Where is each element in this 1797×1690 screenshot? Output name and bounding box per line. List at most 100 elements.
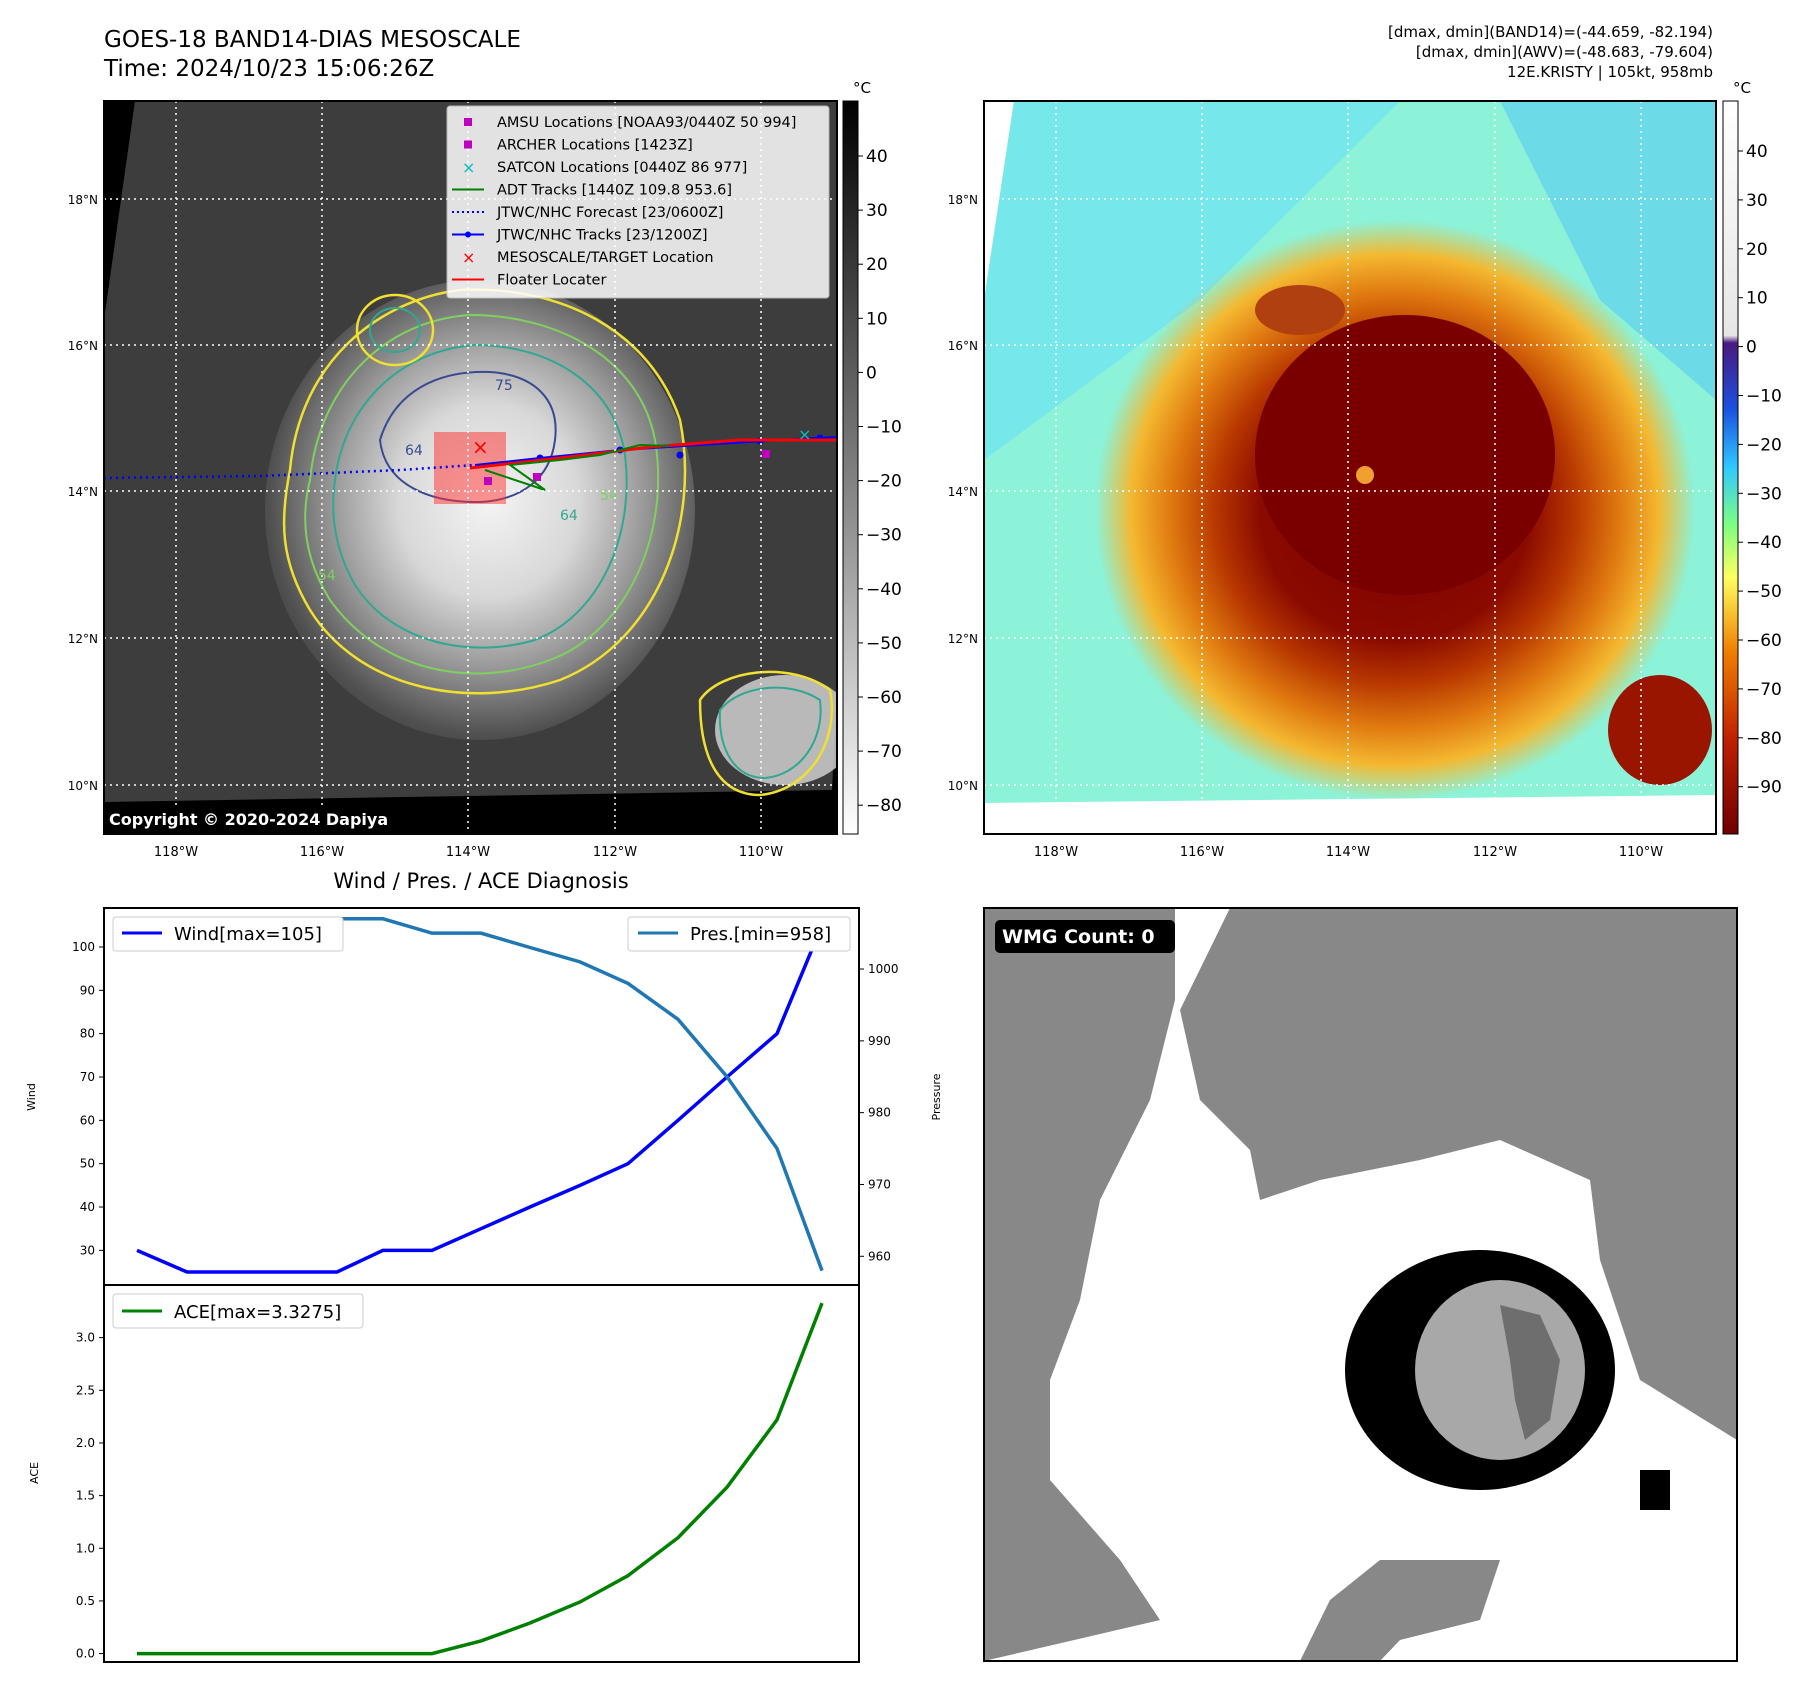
ace-tick-label: 0.5	[76, 1594, 95, 1608]
wind-tick-label: 70	[80, 1070, 95, 1084]
pressure-legend-text: Pres.[min=958]	[690, 924, 831, 945]
contour-label: 54	[600, 488, 618, 504]
ir-colorbar	[842, 100, 859, 835]
pressure-tick-label: 990	[868, 1034, 891, 1048]
latitude-label: 12°N	[948, 632, 978, 646]
colorbar-tick-label: −30	[866, 526, 902, 546]
floater-locater-track	[469, 438, 837, 470]
wind-axis-label: Wind	[25, 1083, 38, 1111]
awv-gridlines	[984, 101, 1716, 834]
legend-label: Floater Locater	[497, 273, 606, 289]
info-line-2: [dmax, dmin](AWV)=(-48.683, -79.604)	[1415, 43, 1713, 61]
pressure-tick-label: 970	[868, 1177, 891, 1191]
colorbar-tick-label: 20	[1746, 240, 1768, 260]
colorbar-tick-label: 10	[1746, 289, 1768, 309]
pressure-tick-label: 980	[868, 1106, 891, 1120]
colorbar-tick-label: −70	[1746, 680, 1782, 700]
ace-tick-label: 1.0	[76, 1541, 95, 1555]
colorbar-tick-label: 0	[1746, 338, 1757, 358]
colorbar-tick-label: 30	[866, 201, 888, 221]
awv-map-panel	[984, 101, 1716, 834]
ace-tick-label: 2.0	[76, 1436, 95, 1450]
wmg-count-badge	[995, 920, 1175, 953]
wind-tick-label: 60	[80, 1113, 95, 1127]
pressure-legend: Pres.[min=958]	[627, 916, 851, 952]
longitude-label: 114°W	[446, 845, 490, 860]
ace-tick-label: 2.5	[76, 1383, 95, 1397]
longitude-label: 110°W	[1619, 845, 1663, 860]
contour-label: 54	[318, 568, 336, 584]
legend-label: SATCON Locations [0440Z 86 977]	[497, 160, 747, 176]
wind-tick-label: 80	[80, 1027, 95, 1041]
colorbar-tick-label: −90	[1746, 778, 1782, 798]
latitude-label: 14°N	[68, 485, 98, 499]
colorbar-tick-label: −10	[1746, 387, 1782, 407]
wmg-panel	[984, 908, 1737, 1661]
longitude-label: 112°W	[1473, 845, 1517, 860]
pressure-tick-label: 960	[868, 1249, 891, 1263]
legend-label: MESOSCALE/TARGET Location	[497, 250, 714, 266]
wind-series-line	[136, 924, 824, 1274]
contour-label: 75	[495, 378, 513, 394]
contour-label: 64	[560, 508, 578, 524]
colorbar-tick-label: −40	[866, 580, 902, 600]
colorbar-tick-label: −40	[1746, 533, 1782, 553]
colorbar-tick-label: −70	[866, 742, 902, 762]
adt-track	[484, 443, 671, 491]
wind-legend: Wind[max=105]	[112, 916, 344, 952]
colorbar-tick-label: −30	[1746, 484, 1782, 504]
ace-tick-label: 1.5	[76, 1489, 95, 1503]
latitude-label: 10°N	[68, 779, 98, 793]
ace-legend: ACE[max=3.3275]	[112, 1293, 364, 1329]
legend-marker-dot	[465, 231, 471, 238]
longitude-label: 114°W	[1326, 845, 1370, 860]
colorbar-tick-label: −20	[1746, 435, 1782, 455]
legend-marker: ×	[462, 158, 475, 177]
colorbar-tick-label: −20	[866, 472, 902, 492]
latitude-label: 18°N	[68, 193, 98, 207]
pressure-axis-label: Pressure	[930, 1073, 943, 1120]
legend-marker	[464, 118, 472, 126]
latitude-label: 14°N	[948, 485, 978, 499]
ace-tick-label: 3.0	[76, 1331, 95, 1345]
info-line-3: 12E.KRISTY | 105kt, 958mb	[1507, 63, 1713, 81]
colorbar-tick-label: 20	[866, 255, 888, 275]
colorbar-tick-label: −10	[866, 418, 902, 438]
copyright-text: Copyright © 2020-2024 Dapiya	[109, 810, 388, 829]
longitude-label: 118°W	[154, 845, 198, 860]
colorbar-tick-label: −50	[1746, 582, 1782, 602]
wind-pressure-axes	[103, 907, 860, 1286]
longitude-label: 110°W	[739, 845, 783, 860]
latitude-label: 18°N	[948, 193, 978, 207]
ace-series-line	[137, 1302, 824, 1656]
longitude-label: 116°W	[300, 845, 344, 860]
latitude-label: 16°N	[68, 339, 98, 353]
colorbar-tick-label: −60	[1746, 631, 1782, 651]
svg-text:×: ×	[472, 435, 489, 459]
pressure-tick-label: 1000	[868, 962, 899, 976]
legend-marker	[464, 140, 472, 149]
ace-axis-label: ACE	[28, 1462, 41, 1484]
colorbar-tick-label: 10	[866, 309, 888, 329]
ir-legend: AMSU Locations [NOAA93/0440Z 50 994] ARCH…	[446, 105, 830, 299]
legend-label: ADT Tracks [1440Z 109.8 953.6]	[497, 183, 732, 199]
colorbar-tick-label: −80	[1746, 729, 1782, 749]
longitude-label: 112°W	[593, 845, 637, 860]
colorbar-tick-label: −80	[866, 796, 902, 816]
colorbar-tick-label: 40	[1746, 142, 1768, 162]
wind-tick-label: 40	[80, 1200, 95, 1214]
legend-label: JTWC/NHC Forecast [23/0600Z]	[496, 205, 723, 221]
colorbar-tick-label: −60	[866, 688, 902, 708]
colorbar-tick-label: 30	[1746, 191, 1768, 211]
awv-colorbar	[1722, 100, 1739, 835]
wind-tick-label: 30	[80, 1243, 95, 1257]
wind-tick-label: 90	[80, 983, 95, 997]
legend-label: JTWC/NHC Tracks [23/1200Z]	[496, 228, 708, 244]
wmg-count-text: WMG Count: 0	[1002, 926, 1155, 948]
forecast-track	[104, 463, 476, 480]
title-line-1: GOES-18 BAND14-DIAS MESOSCALE	[104, 27, 521, 53]
wind-legend-text: Wind[max=105]	[174, 924, 322, 945]
awv-colorbar-unit: °C	[1733, 79, 1751, 97]
info-line-1: [dmax, dmin](BAND14)=(-44.659, -82.194)	[1388, 23, 1713, 41]
